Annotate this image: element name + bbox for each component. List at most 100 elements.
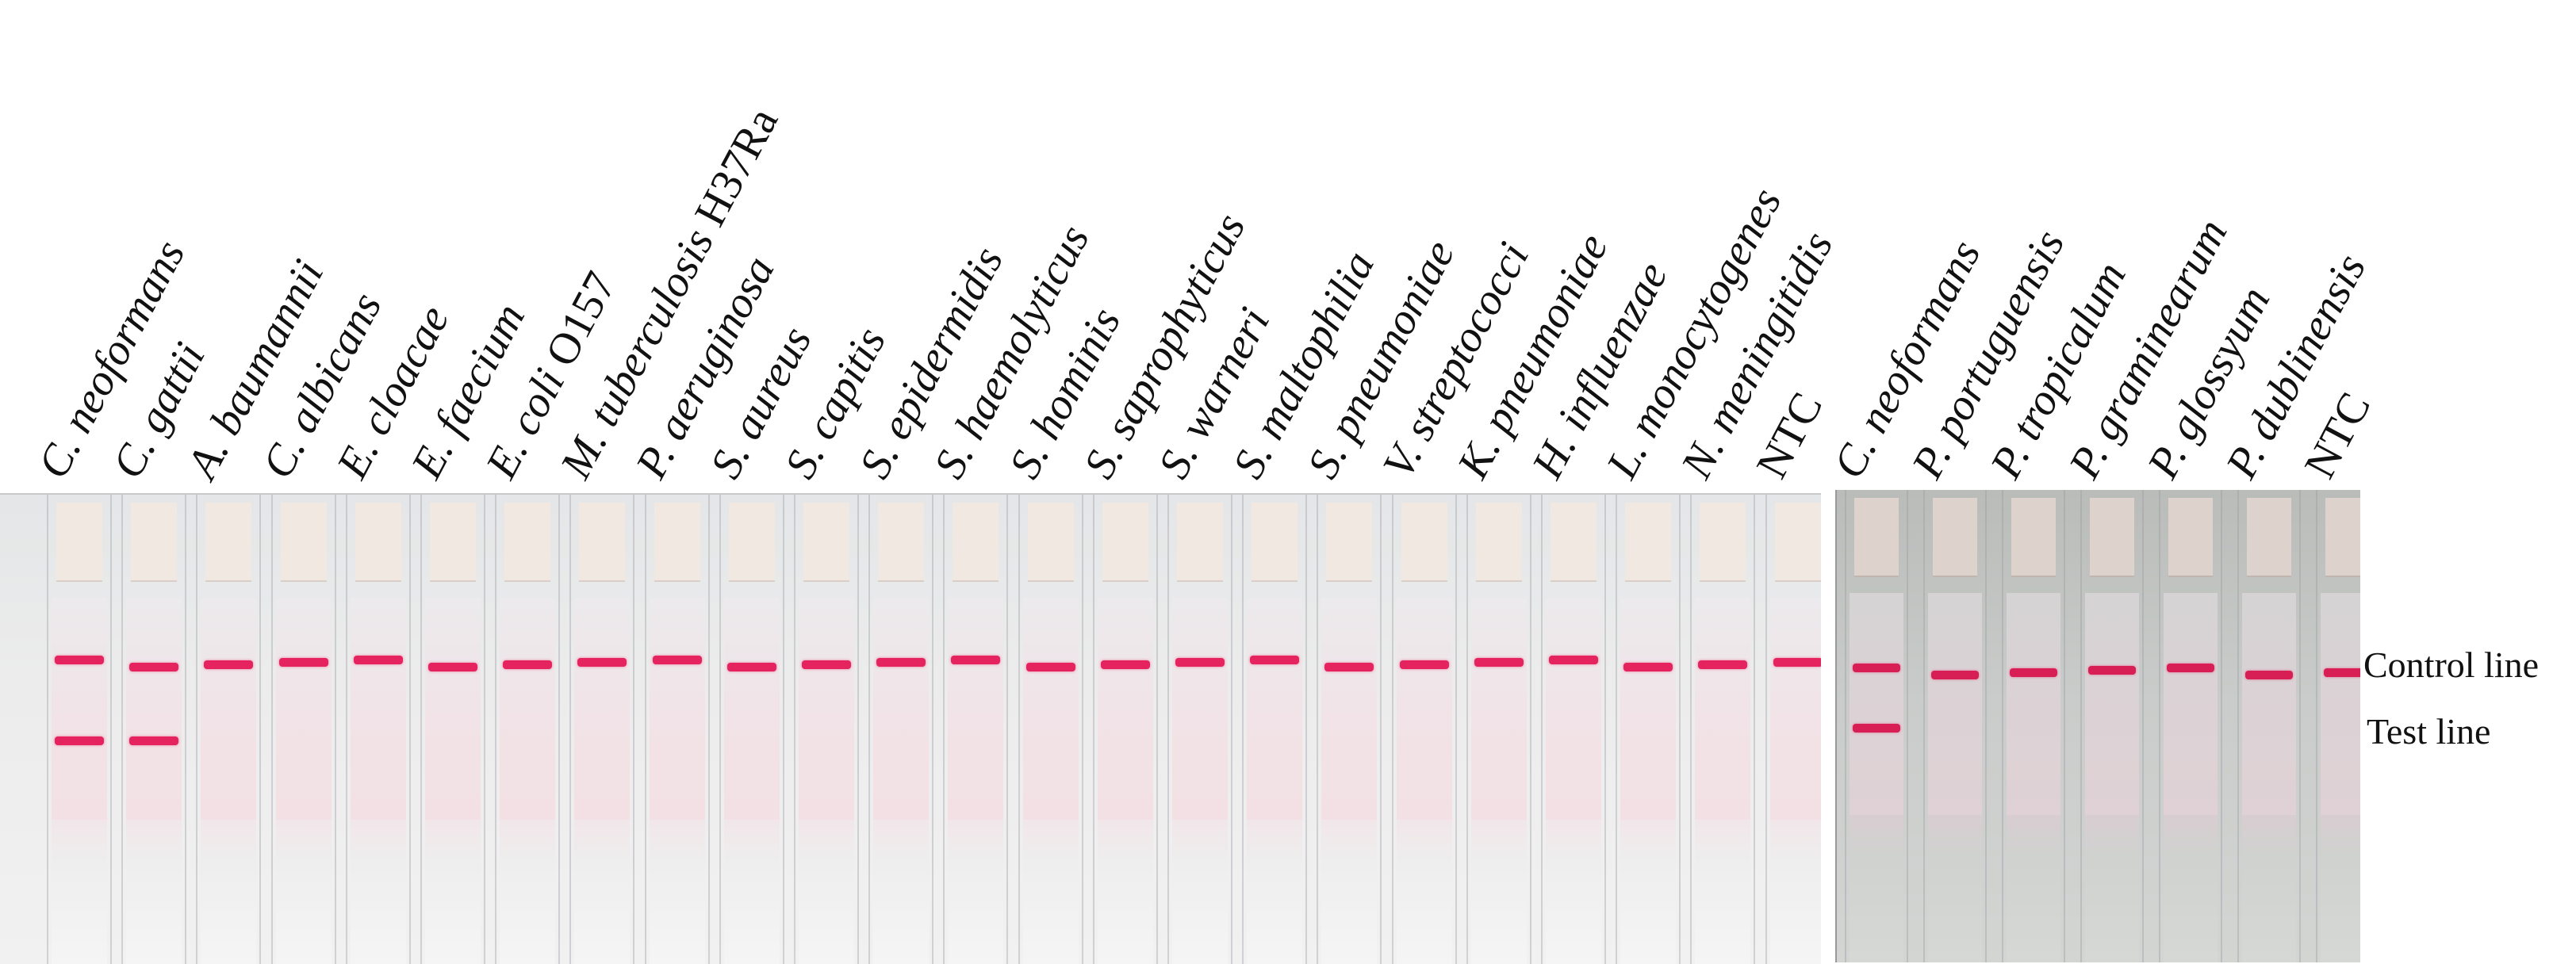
absorbent-pad bbox=[953, 503, 999, 582]
sample-pad bbox=[948, 820, 1004, 964]
absorbent-pad bbox=[131, 503, 178, 582]
membrane bbox=[425, 598, 481, 820]
sample-pad bbox=[2085, 815, 2139, 962]
sample-pad bbox=[126, 820, 182, 964]
test-strip bbox=[794, 495, 859, 964]
absorbent-pad bbox=[1401, 503, 1447, 582]
sample-pad bbox=[723, 820, 780, 964]
absorbent-pad bbox=[1551, 503, 1597, 582]
label-suffix: H37Ra bbox=[680, 100, 788, 244]
test-line-annotation: Test line bbox=[2367, 711, 2491, 752]
absorbent-pad bbox=[355, 503, 401, 582]
membrane bbox=[1470, 598, 1527, 820]
control-band bbox=[2245, 671, 2293, 679]
membrane bbox=[126, 598, 182, 820]
membrane bbox=[1546, 598, 1601, 820]
membrane bbox=[1928, 593, 1982, 815]
control-band bbox=[802, 660, 851, 669]
test-strip bbox=[2237, 490, 2301, 962]
test-strip bbox=[644, 495, 710, 964]
control-band bbox=[1474, 658, 1524, 667]
sample-pad bbox=[799, 820, 854, 964]
control-band bbox=[1175, 658, 1225, 667]
absorbent-pad bbox=[205, 503, 252, 582]
control-band bbox=[1100, 660, 1150, 669]
control-band bbox=[1025, 663, 1075, 671]
sample-pad bbox=[1695, 820, 1751, 964]
sample-pad bbox=[1247, 820, 1303, 964]
membrane bbox=[1247, 598, 1303, 820]
test-strip bbox=[1092, 495, 1158, 964]
test-strip bbox=[868, 495, 934, 964]
control-band bbox=[1250, 656, 1300, 664]
sample-pad bbox=[1321, 820, 1378, 964]
control-band bbox=[1399, 660, 1449, 669]
control-band bbox=[2167, 664, 2214, 672]
control-band bbox=[2010, 668, 2057, 677]
control-band bbox=[1324, 663, 1374, 671]
control-band bbox=[876, 658, 926, 667]
test-strip bbox=[270, 495, 336, 964]
control-band bbox=[2324, 668, 2360, 677]
absorbent-pad bbox=[1700, 503, 1746, 582]
absorbent-pad bbox=[878, 503, 925, 582]
control-band bbox=[278, 658, 328, 667]
membrane bbox=[1769, 598, 1821, 820]
sample-pad bbox=[201, 820, 257, 964]
test-strip bbox=[47, 495, 112, 964]
sample-pad bbox=[425, 820, 481, 964]
absorbent-pad bbox=[1252, 503, 1298, 582]
absorbent-pad bbox=[654, 503, 700, 582]
sample-pad bbox=[1769, 820, 1821, 964]
control-band bbox=[1773, 658, 1821, 667]
absorbent-pad bbox=[1625, 503, 1672, 582]
membrane bbox=[1022, 598, 1079, 820]
sample-pad bbox=[1022, 820, 1079, 964]
membrane bbox=[1172, 598, 1228, 820]
test-strip bbox=[1616, 495, 1681, 964]
test-strip bbox=[1242, 495, 1308, 964]
test-strip bbox=[495, 495, 561, 964]
absorbent-pad bbox=[1326, 503, 1373, 582]
membrane bbox=[1620, 598, 1677, 820]
membrane bbox=[2007, 593, 2060, 815]
absorbent-pad bbox=[2011, 498, 2056, 577]
membrane bbox=[574, 598, 631, 820]
control-band bbox=[503, 660, 553, 669]
test-strip bbox=[2159, 490, 2222, 962]
sample-pad bbox=[1620, 820, 1677, 964]
test-strip bbox=[1541, 495, 1606, 964]
membrane bbox=[873, 598, 930, 820]
test-strip bbox=[196, 495, 262, 964]
membrane bbox=[649, 598, 705, 820]
test-strip bbox=[719, 495, 784, 964]
membrane bbox=[2164, 593, 2218, 815]
membrane bbox=[2242, 593, 2296, 815]
sample-pad bbox=[873, 820, 930, 964]
test-strip bbox=[1391, 495, 1457, 964]
absorbent-pad bbox=[1102, 503, 1148, 582]
control-band bbox=[55, 656, 104, 664]
absorbent-pad bbox=[1854, 498, 1899, 577]
test-strip bbox=[2002, 490, 2065, 962]
absorbent-pad bbox=[1774, 503, 1821, 582]
test-strip bbox=[420, 495, 485, 964]
membrane bbox=[948, 598, 1004, 820]
sample-pad bbox=[2164, 815, 2218, 962]
test-strip bbox=[1466, 495, 1531, 964]
control-band bbox=[1623, 663, 1673, 671]
membrane bbox=[500, 598, 556, 820]
membrane bbox=[275, 598, 332, 820]
test-strip bbox=[1765, 495, 1821, 964]
test-strip bbox=[1690, 495, 1756, 964]
membrane bbox=[1097, 598, 1153, 820]
sample-pad bbox=[2242, 815, 2296, 962]
sample-pad bbox=[1850, 815, 1903, 962]
test-strip bbox=[1923, 490, 1987, 962]
control-line-annotation: Control line bbox=[2363, 645, 2540, 685]
absorbent-pad bbox=[1177, 503, 1223, 582]
control-band bbox=[726, 663, 776, 671]
absorbent-pad bbox=[2090, 498, 2134, 577]
absorbent-pad bbox=[1475, 503, 1522, 582]
